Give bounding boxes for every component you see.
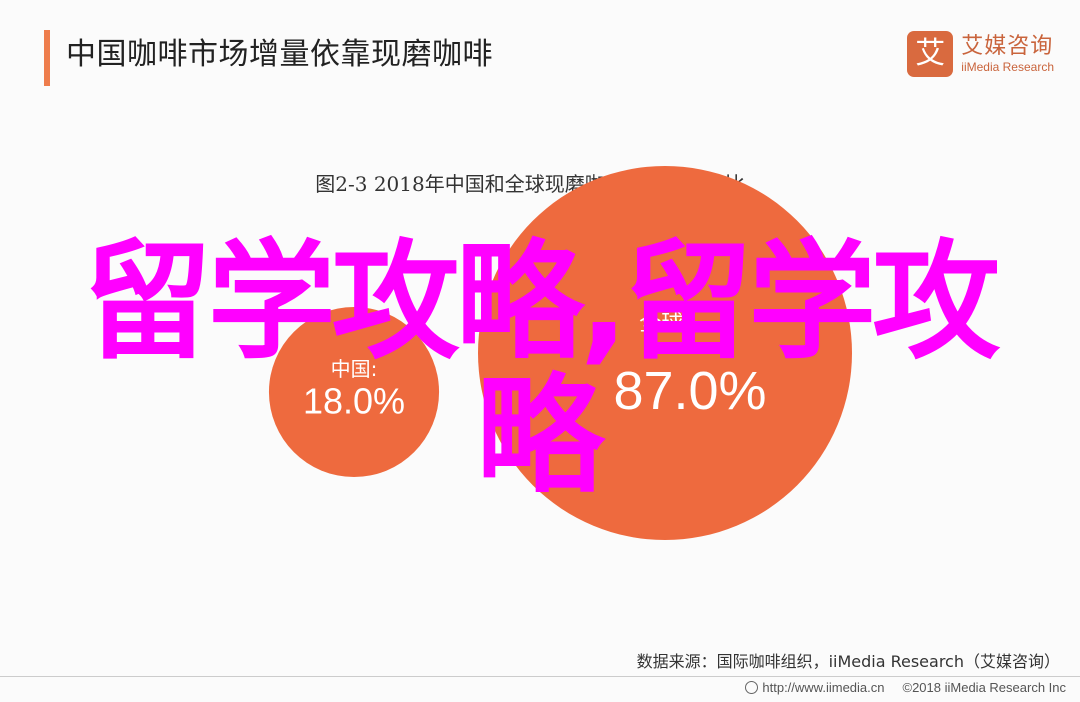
brand-text: 艾媒咨询 iiMedia Research bbox=[961, 35, 1054, 74]
footer: http://www.iimedia.cn ©2018 iiMedia Rese… bbox=[745, 680, 1066, 695]
data-source-note: 数据来源：国际咖啡组织，iiMedia Research（艾媒咨询） bbox=[636, 652, 1060, 671]
footer-copyright: ©2018 iiMedia Research Inc bbox=[902, 680, 1067, 695]
bubble-0 bbox=[268, 306, 440, 478]
overlay-watermark-text-2: 略 bbox=[476, 362, 605, 511]
bubble-label-0: 中国: bbox=[331, 357, 378, 381]
brand-name-cn: 艾媒咨询 bbox=[961, 33, 1054, 59]
footer-divider bbox=[0, 676, 1080, 677]
bubble-value-1: 87.0% bbox=[613, 361, 766, 421]
bubble-value-0: 18.0% bbox=[303, 380, 405, 421]
globe-icon bbox=[745, 681, 759, 694]
brand-logo-block: 艾 艾媒咨询 iiMedia Research bbox=[907, 30, 1054, 78]
brand-logo-icon: 艾 bbox=[907, 31, 954, 77]
page-title: 中国咖啡市场增量依靠现磨咖啡 bbox=[66, 37, 493, 72]
bubble-1 bbox=[478, 166, 852, 540]
brand-name-en: iiMedia Research bbox=[961, 59, 1054, 74]
footer-url: http://www.iimedia.cn bbox=[762, 680, 885, 695]
bubble-label-1: 全球: bbox=[639, 312, 690, 337]
title-accent-bar bbox=[44, 30, 50, 86]
footer-url-block[interactable]: http://www.iimedia.cn bbox=[745, 680, 885, 695]
overlay-watermark-text: 留学攻略,留学攻 bbox=[83, 228, 1001, 377]
